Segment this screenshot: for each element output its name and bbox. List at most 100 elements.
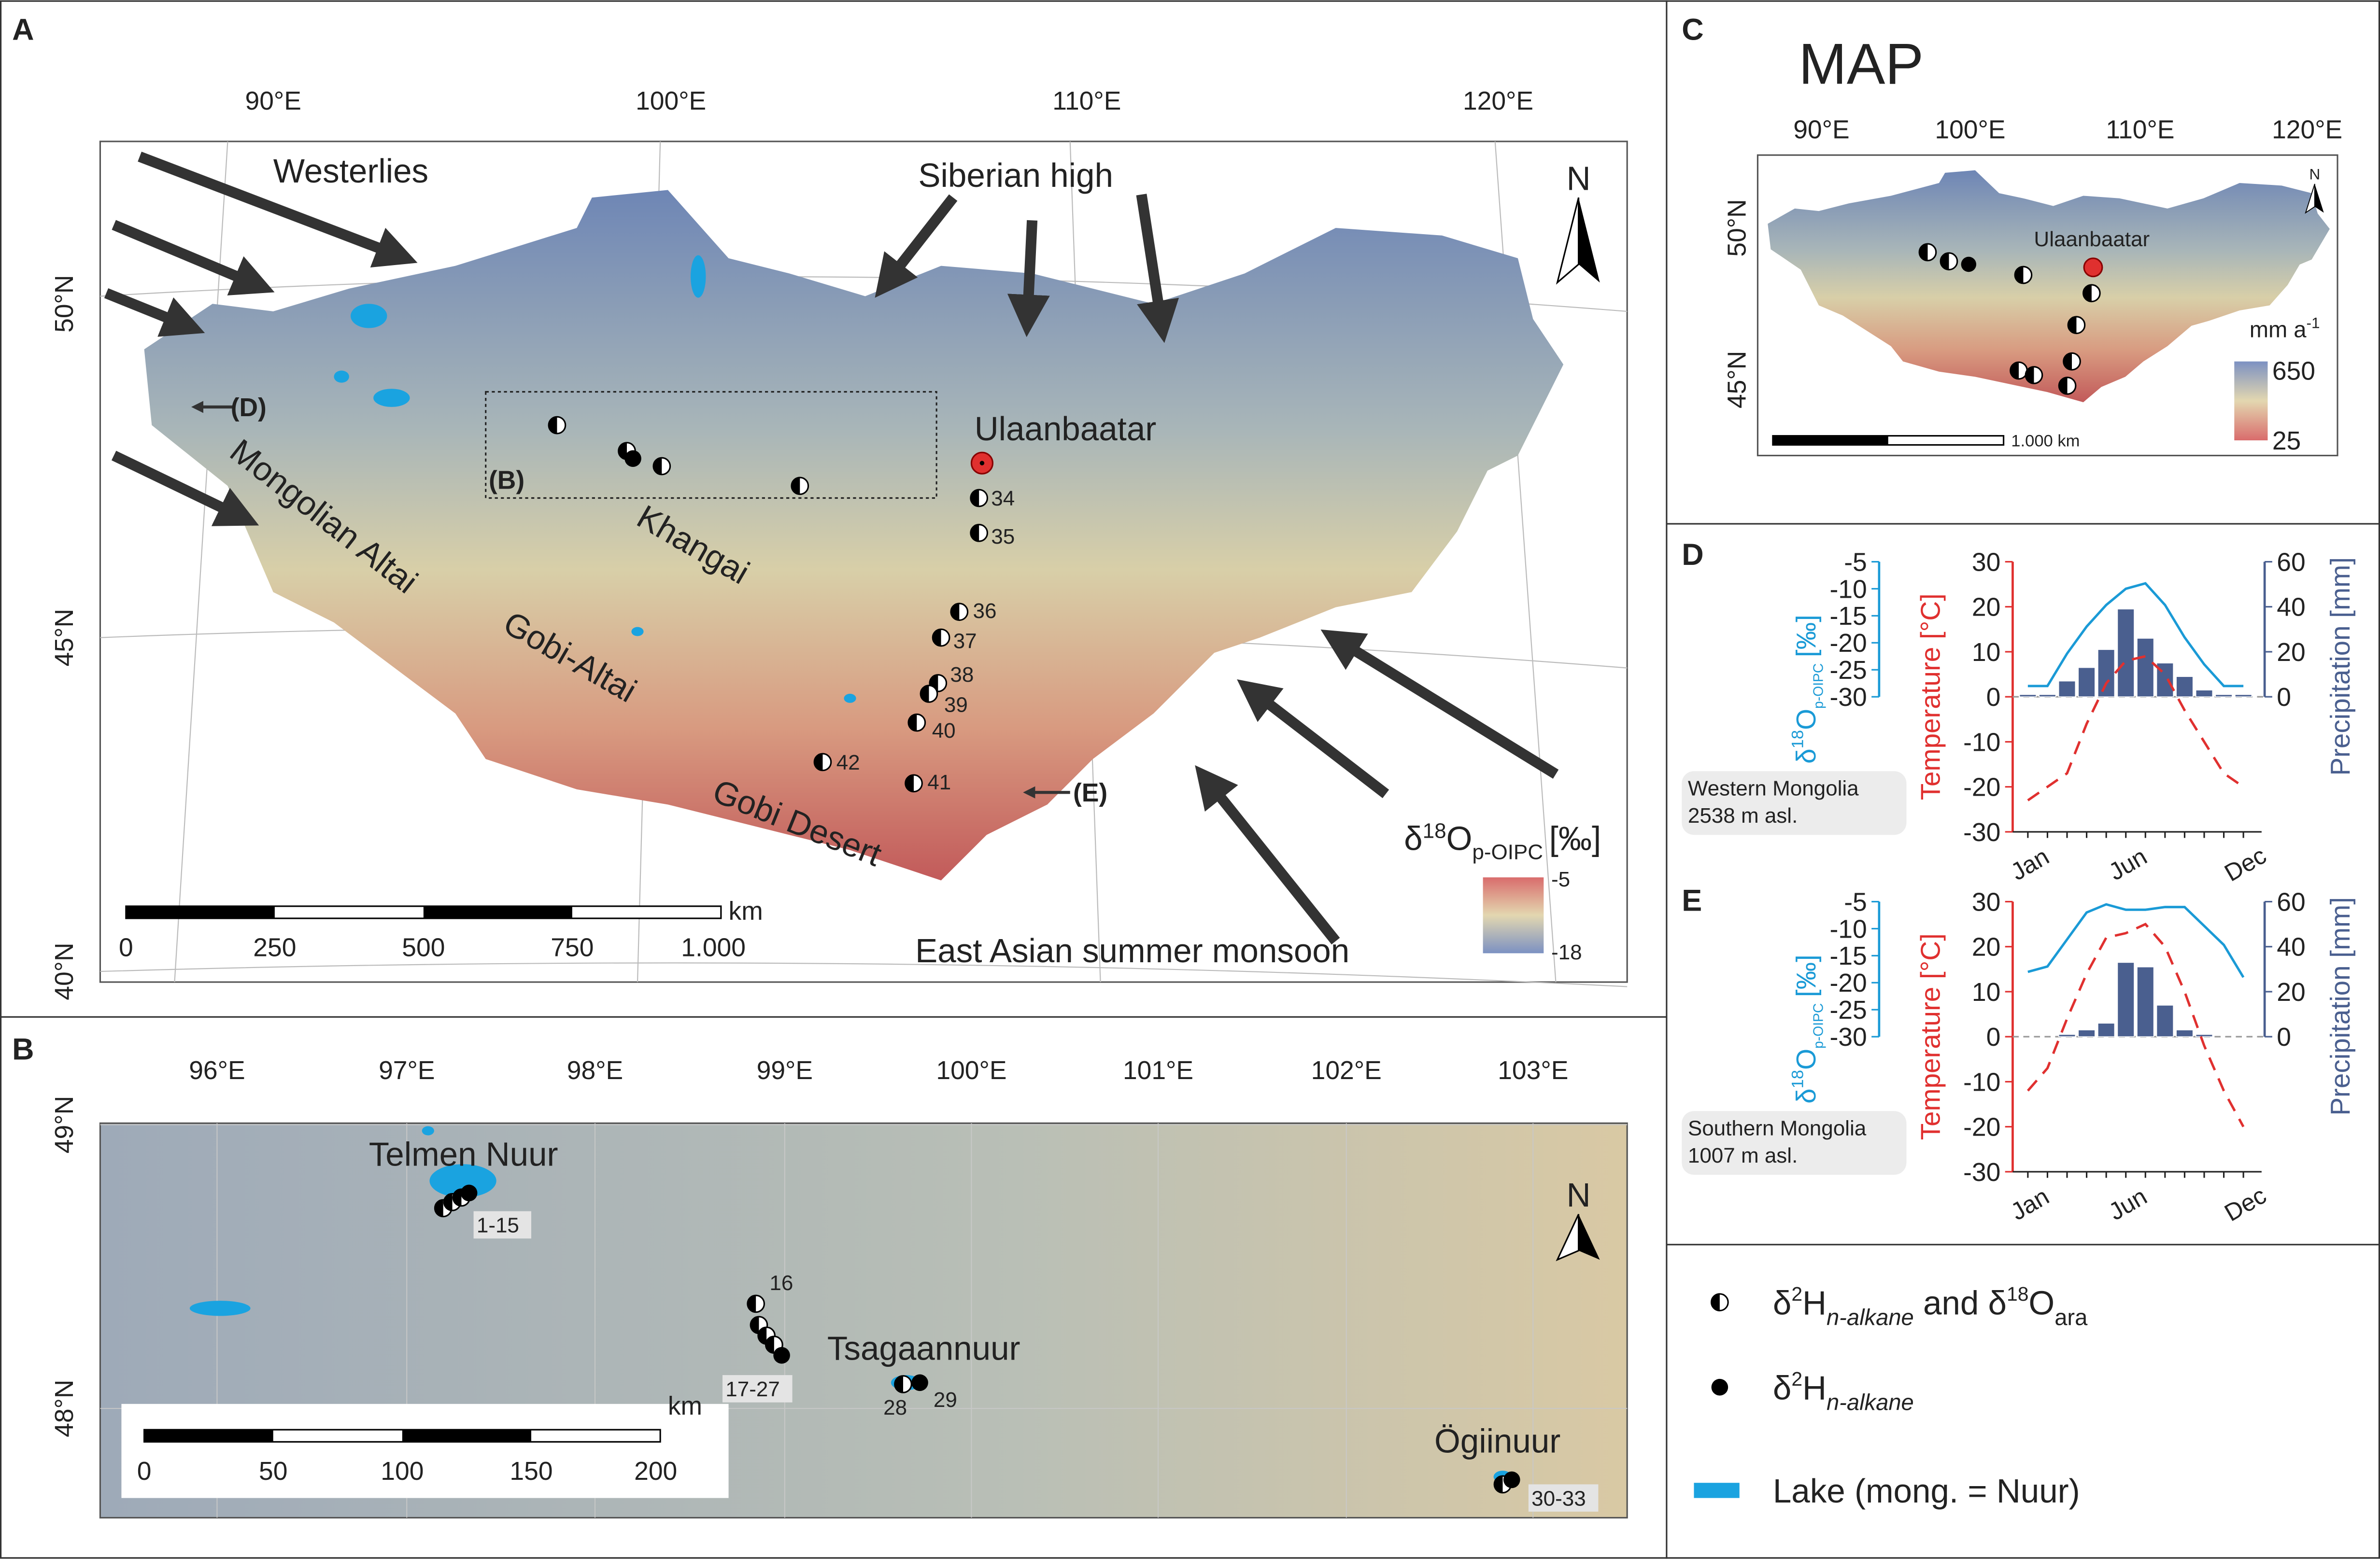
tick-label: -10 — [1830, 575, 1867, 604]
scale-label: 100 — [381, 1457, 424, 1486]
ref-label: (B) — [489, 466, 524, 495]
site-label: 37 — [953, 630, 977, 653]
tick-label: -20 — [1963, 1113, 2000, 1142]
shape — [813, 753, 832, 772]
shape — [691, 255, 706, 298]
site-label: 1-15 — [477, 1214, 519, 1237]
label-box — [473, 1211, 531, 1239]
colorbar-label: 25 — [2272, 427, 2301, 455]
lon-label: 110°E — [2106, 116, 2174, 144]
panel-label: B — [12, 1032, 34, 1066]
tick-label: -10 — [1963, 728, 2000, 757]
map-label: Tsagaannuur — [827, 1330, 1020, 1367]
scale-label: 250 — [253, 934, 296, 962]
bar — [2117, 608, 2135, 697]
lon-label: 100°E — [1935, 116, 2005, 144]
map-label: Westerlies — [273, 152, 428, 190]
bar — [2215, 694, 2233, 697]
north: N — [2309, 166, 2321, 183]
map-label: Ulaanbaatar — [975, 410, 1157, 448]
shape — [950, 603, 969, 621]
line — [2026, 923, 2245, 1127]
y-axis-title: Temperature [°C] — [1915, 593, 1946, 800]
map-label: Ögiinuur — [1434, 1422, 1560, 1460]
site-labels: 1-15 16 17-27 28 29 30-33 — [473, 1211, 1599, 1512]
tick-label: 20 — [1972, 593, 2000, 622]
text-part: [‰] — [1791, 615, 1821, 657]
shape — [138, 152, 418, 268]
site-label: 42 — [836, 751, 860, 774]
tick-label: -25 — [1830, 656, 1867, 685]
scale-label: 50 — [259, 1457, 287, 1486]
text-part: p-OIPC — [1472, 840, 1543, 864]
text-part: [‰] — [1549, 820, 1601, 857]
bar — [2019, 694, 2037, 697]
north-arrow — [2305, 183, 2315, 214]
site-label: 36 — [973, 599, 997, 623]
charts: Western Mongolia 2538 m asl. -30 -20 -10 0 10 2… — [1682, 548, 2355, 1227]
scale-bar — [143, 1429, 661, 1443]
tick-label: 40 — [2277, 593, 2305, 622]
shape — [2063, 352, 2081, 371]
lat-label: 45°N — [1723, 351, 1751, 408]
sites — [1918, 243, 2103, 395]
tick-label: 10 — [1972, 638, 2000, 667]
text-part: and δ — [1914, 1284, 2007, 1321]
lakes — [334, 255, 856, 703]
scale-label: 500 — [402, 934, 445, 962]
lon-label: 101°E — [1123, 1056, 1193, 1085]
tick-label: -5 — [1844, 888, 1867, 916]
lon-label: 99°E — [757, 1056, 813, 1085]
line — [2027, 655, 2244, 801]
shape — [126, 906, 275, 919]
map-label: Ulaanbaatar — [2034, 227, 2150, 251]
lat-label: 40°N — [50, 942, 79, 1000]
lon-label: 97°E — [379, 1056, 435, 1085]
lon-label: 100°E — [636, 87, 706, 115]
bar — [2078, 667, 2096, 698]
tick-label: 60 — [2277, 888, 2305, 916]
panel-label: E — [1682, 884, 1702, 917]
arrows — [104, 152, 1559, 945]
ref-label: (D) — [231, 393, 267, 422]
site-label: 16 — [769, 1271, 793, 1295]
text-part: p-OIPC — [1811, 663, 1826, 709]
shape — [631, 627, 644, 636]
sites — [548, 416, 993, 793]
shape — [1007, 220, 1050, 337]
shape — [2025, 366, 2043, 384]
text-part: O — [2028, 1284, 2054, 1321]
shape — [979, 461, 985, 465]
y3-axis-title: δ18Op-OIPC [‰] — [1789, 615, 1826, 764]
shape — [970, 523, 989, 542]
bar — [2137, 966, 2154, 1037]
lon-label: 110°E — [1052, 87, 1121, 115]
scale-label: 1.000 km — [2011, 432, 2080, 450]
text-part: 2 — [1791, 1368, 1802, 1390]
tick-label: -20 — [1963, 773, 2000, 802]
text-part: mm a — [2250, 316, 2307, 342]
shape — [1237, 679, 1389, 799]
site-label: 30-33 — [1531, 1487, 1586, 1510]
text-part: δ — [1404, 820, 1422, 857]
shape — [905, 774, 923, 793]
shape — [932, 628, 950, 647]
lon-label: 103°E — [1498, 1056, 1568, 1085]
tick-label: 20 — [2277, 978, 2305, 1007]
scale-unit: km — [668, 1392, 702, 1420]
shape — [112, 220, 275, 295]
colorbar-label: 650 — [2272, 357, 2315, 385]
site-label: 41 — [927, 771, 951, 794]
lon-label: 96°E — [189, 1056, 245, 1085]
bar — [2156, 1005, 2174, 1038]
text-part: n-alkane — [1827, 1304, 1914, 1330]
map-label: Siberian high — [918, 156, 1113, 194]
shape — [100, 962, 1628, 987]
lon-label: 90°E — [245, 87, 301, 115]
shape — [894, 1375, 912, 1393]
shape — [2082, 284, 2101, 303]
site-label: 35 — [991, 525, 1015, 548]
text-part: δ — [1791, 1088, 1821, 1104]
